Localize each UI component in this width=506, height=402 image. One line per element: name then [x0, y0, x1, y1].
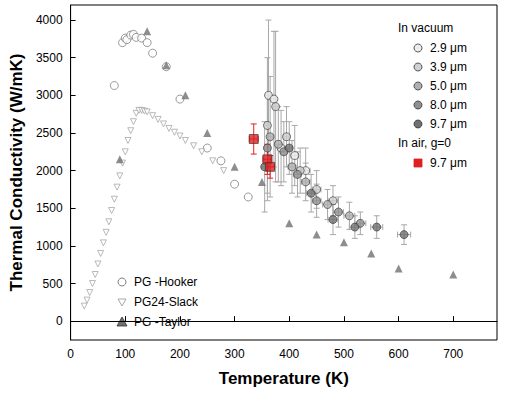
- svg-text:In vacuum: In vacuum: [398, 21, 453, 35]
- svg-text:100: 100: [115, 347, 135, 361]
- svg-text:3000: 3000: [36, 88, 63, 102]
- svg-text:4000: 4000: [36, 13, 63, 27]
- svg-text:700: 700: [443, 347, 463, 361]
- svg-text:9.7 μm: 9.7 μm: [430, 117, 467, 131]
- svg-text:Temperature (K): Temperature (K): [219, 369, 349, 388]
- svg-text:5.0 μm: 5.0 μm: [430, 79, 467, 93]
- svg-text:200: 200: [170, 347, 190, 361]
- svg-text:300: 300: [225, 347, 245, 361]
- svg-text:PG -Taylor: PG -Taylor: [134, 315, 191, 329]
- svg-text:3.9 μm: 3.9 μm: [430, 60, 467, 74]
- svg-text:2500: 2500: [36, 126, 63, 140]
- svg-text:In air, g=0: In air, g=0: [398, 136, 451, 150]
- svg-text:2000: 2000: [36, 164, 63, 178]
- svg-text:Thermal Conductivity (W/mK): Thermal Conductivity (W/mK): [7, 53, 26, 291]
- svg-text:0: 0: [67, 347, 74, 361]
- svg-text:8.0 μm: 8.0 μm: [430, 98, 467, 112]
- svg-text:9.7 μm: 9.7 μm: [430, 156, 467, 170]
- svg-text:500: 500: [334, 347, 354, 361]
- svg-text:PG24-Slack: PG24-Slack: [134, 295, 199, 309]
- svg-text:1500: 1500: [36, 201, 63, 215]
- svg-text:600: 600: [389, 347, 409, 361]
- svg-text:0: 0: [56, 314, 63, 328]
- svg-text:3500: 3500: [36, 51, 63, 65]
- svg-text:500: 500: [43, 277, 63, 291]
- svg-text:1000: 1000: [36, 239, 63, 253]
- svg-text:400: 400: [279, 347, 299, 361]
- svg-text:2.9 μm: 2.9 μm: [430, 41, 467, 55]
- svg-text:PG -Hooker: PG -Hooker: [134, 275, 197, 289]
